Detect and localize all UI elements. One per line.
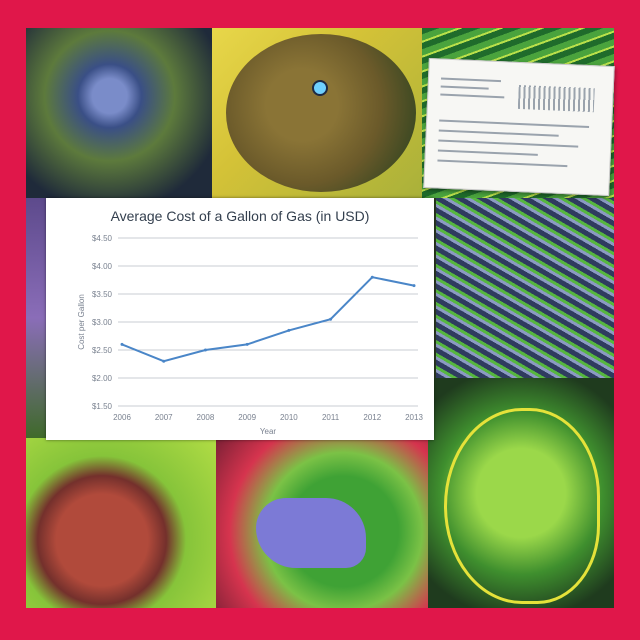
y-tick-label: $1.50 bbox=[92, 402, 113, 411]
x-tick-label: 2006 bbox=[113, 413, 131, 422]
x-tick-label: 2013 bbox=[405, 413, 423, 422]
artwork-tile-bottom-right bbox=[428, 378, 614, 608]
artwork-tile-bottom-left bbox=[26, 438, 216, 608]
line-chart: Average Cost of a Gallon of Gas (in USD)… bbox=[46, 198, 434, 440]
data-point bbox=[329, 317, 333, 321]
document-thumbnail bbox=[423, 58, 615, 196]
y-tick-label: $4.50 bbox=[92, 234, 113, 243]
artwork-tile-middle-right bbox=[436, 198, 614, 378]
artwork-tile-bottom-center bbox=[216, 438, 428, 608]
data-point bbox=[287, 328, 291, 332]
data-point bbox=[245, 342, 249, 346]
data-point bbox=[412, 284, 416, 288]
y-tick-label: $2.50 bbox=[92, 346, 113, 355]
data-point bbox=[120, 342, 124, 346]
series-line bbox=[121, 276, 415, 363]
artwork-gloved-hand bbox=[256, 498, 366, 568]
x-tick-label: 2010 bbox=[280, 413, 298, 422]
x-tick-label: 2008 bbox=[197, 413, 215, 422]
x-tick-label: 2009 bbox=[238, 413, 256, 422]
artwork-tile-top-left bbox=[26, 28, 212, 198]
artwork-creature-head bbox=[226, 34, 416, 192]
data-point bbox=[370, 275, 374, 279]
y-tick-label: $2.00 bbox=[92, 374, 113, 383]
x-axis-label: Year bbox=[260, 427, 277, 436]
y-axis-label: Cost per Gallon bbox=[77, 294, 86, 350]
data-point bbox=[162, 359, 166, 363]
x-tick-label: 2007 bbox=[155, 413, 173, 422]
artwork-leaf-veins bbox=[444, 408, 600, 604]
artwork-eye bbox=[312, 80, 328, 96]
y-tick-label: $4.00 bbox=[92, 262, 113, 271]
y-tick-label: $3.00 bbox=[92, 318, 113, 327]
x-tick-label: 2012 bbox=[363, 413, 381, 422]
artwork-tile-top-center bbox=[212, 28, 422, 198]
data-point bbox=[203, 348, 207, 352]
chart-title: Average Cost of a Gallon of Gas (in USD) bbox=[110, 208, 370, 224]
y-tick-label: $3.50 bbox=[92, 290, 113, 299]
x-tick-label: 2011 bbox=[322, 413, 340, 422]
